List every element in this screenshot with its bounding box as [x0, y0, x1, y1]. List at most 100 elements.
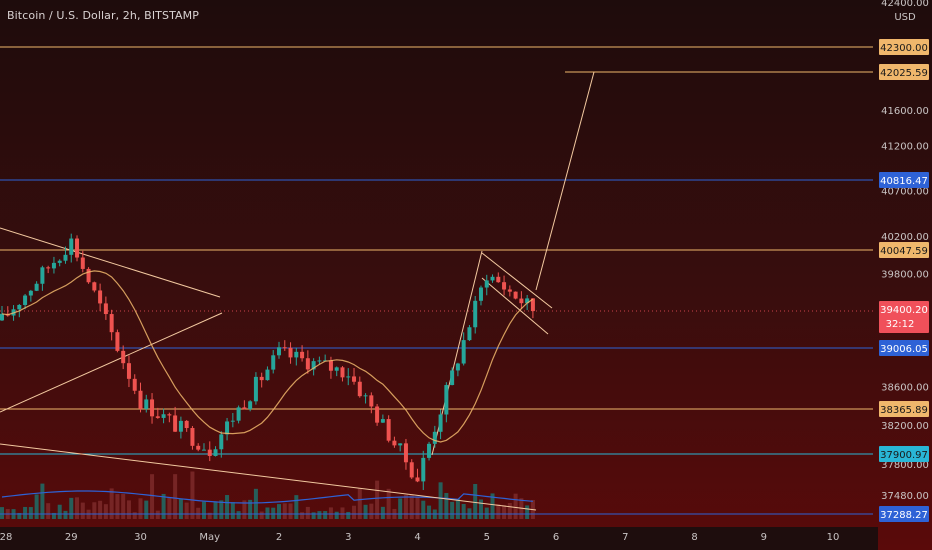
- time-tick-label: 29: [65, 532, 78, 543]
- candle: [253, 372, 258, 405]
- candle: [230, 413, 235, 428]
- volume-bar: [225, 495, 230, 519]
- volume-bar: [23, 506, 28, 519]
- volume-bar: [490, 493, 495, 519]
- time-tick-label: 9: [761, 532, 767, 543]
- candle: [507, 285, 512, 297]
- candle: [121, 345, 126, 370]
- candle: [259, 372, 264, 388]
- price-tags: 42300.00 42025.59 40816.47 40047.59 39006.05…: [879, 39, 929, 522]
- time-axis[interactable]: 28 29 30 May 2 3 4 5 6 7 8 9 10: [0, 527, 878, 550]
- volume-bar: [478, 499, 483, 519]
- price-tick-label: 41600.00: [881, 106, 929, 117]
- price-axis[interactable]: 42300.00 41600.00 41200.00 40700.00 40200.00…: [878, 0, 932, 550]
- volume-bar: [75, 497, 80, 519]
- candle: [28, 289, 33, 302]
- volume-bar: [403, 494, 408, 519]
- candle: [57, 259, 62, 267]
- volume-bar: [242, 500, 247, 519]
- candle: [300, 345, 305, 362]
- uptrend-line-lower[interactable]: [0, 312, 223, 413]
- volume-bar: [352, 505, 357, 519]
- volume-bar: [28, 507, 33, 519]
- candle: [450, 367, 455, 386]
- candle: [484, 274, 489, 296]
- horizontal-levels[interactable]: [0, 46, 873, 515]
- candle: [513, 291, 518, 300]
- volume-bar: [375, 480, 380, 519]
- volume-bar: [496, 504, 501, 519]
- candle: [103, 296, 108, 320]
- candle: [277, 341, 281, 359]
- price-tick-label: 37480.00: [881, 491, 929, 502]
- downtrend-line-upper[interactable]: [0, 227, 221, 298]
- svg-text:42025.59: 42025.59: [880, 68, 928, 79]
- volume-bar: [323, 511, 328, 519]
- price-tick-label: 41200.00: [881, 142, 929, 153]
- candle: [98, 283, 103, 312]
- candle: [190, 426, 195, 450]
- candle: [398, 443, 403, 452]
- volume-bar: [282, 503, 287, 519]
- volume-bar: [40, 483, 45, 519]
- flag-upper-line[interactable]: [481, 252, 553, 309]
- candle: [92, 281, 97, 293]
- volume-bar: [484, 507, 489, 519]
- volume-bar: [427, 505, 432, 519]
- candle: [496, 272, 501, 283]
- currency-label[interactable]: USD: [894, 12, 916, 23]
- price-tick-label: 38200.00: [881, 421, 929, 432]
- time-tick-label: 3: [345, 532, 351, 543]
- volume-bar: [248, 499, 253, 519]
- svg-text:39006.05: 39006.05: [880, 344, 928, 355]
- candle: [40, 265, 45, 291]
- price-tick-label: 40200.00: [881, 232, 929, 243]
- volume-bar: [294, 495, 299, 519]
- volume-bar: [201, 501, 206, 519]
- candlestick-series: [0, 233, 535, 491]
- candle: [236, 405, 241, 424]
- breakout-target-line[interactable]: [535, 71, 595, 291]
- trend-drawings[interactable]: [0, 71, 595, 511]
- candle: [201, 443, 206, 451]
- time-tick-label: 6: [553, 532, 559, 543]
- svg-text:40047.59: 40047.59: [880, 246, 928, 257]
- candle: [473, 295, 478, 334]
- svg-text:42300.00: 42300.00: [880, 43, 928, 54]
- volume-bar: [63, 510, 68, 519]
- candle: [132, 374, 137, 395]
- chart-title: Bitcoin / U.S. Dollar, 2h, BITSTAMP: [7, 9, 199, 22]
- candle: [69, 233, 74, 263]
- volume-bar: [34, 494, 39, 519]
- candle: [311, 358, 316, 376]
- candle: [386, 415, 391, 443]
- candle: [467, 324, 472, 342]
- volume-bar: [161, 493, 166, 519]
- candle: [115, 329, 120, 353]
- candle: [161, 408, 166, 424]
- volume-bar: [51, 512, 56, 519]
- volume-bar: [184, 502, 189, 519]
- flag-lower-line[interactable]: [481, 277, 549, 335]
- downtrend-line-bottom[interactable]: [0, 443, 537, 511]
- candle: [369, 392, 374, 414]
- candle: [334, 366, 339, 377]
- time-tick-label: 10: [827, 532, 840, 543]
- volume-bar: [438, 482, 443, 519]
- svg-text:37900.97: 37900.97: [880, 450, 928, 461]
- volume-bar: [346, 511, 351, 519]
- level-tag-6: 37900.97: [879, 446, 929, 462]
- candle: [265, 366, 270, 381]
- volume-bar: [525, 505, 530, 519]
- volume-bar: [380, 506, 385, 519]
- volume-bar: [196, 507, 201, 519]
- volume-bar: [173, 474, 178, 519]
- level-tag-0: 42300.00: [879, 39, 929, 55]
- volume-bar: [17, 512, 22, 519]
- candle: [317, 356, 322, 365]
- volume-bar: [369, 503, 374, 519]
- volume-bar: [288, 503, 293, 519]
- candle: [380, 414, 385, 423]
